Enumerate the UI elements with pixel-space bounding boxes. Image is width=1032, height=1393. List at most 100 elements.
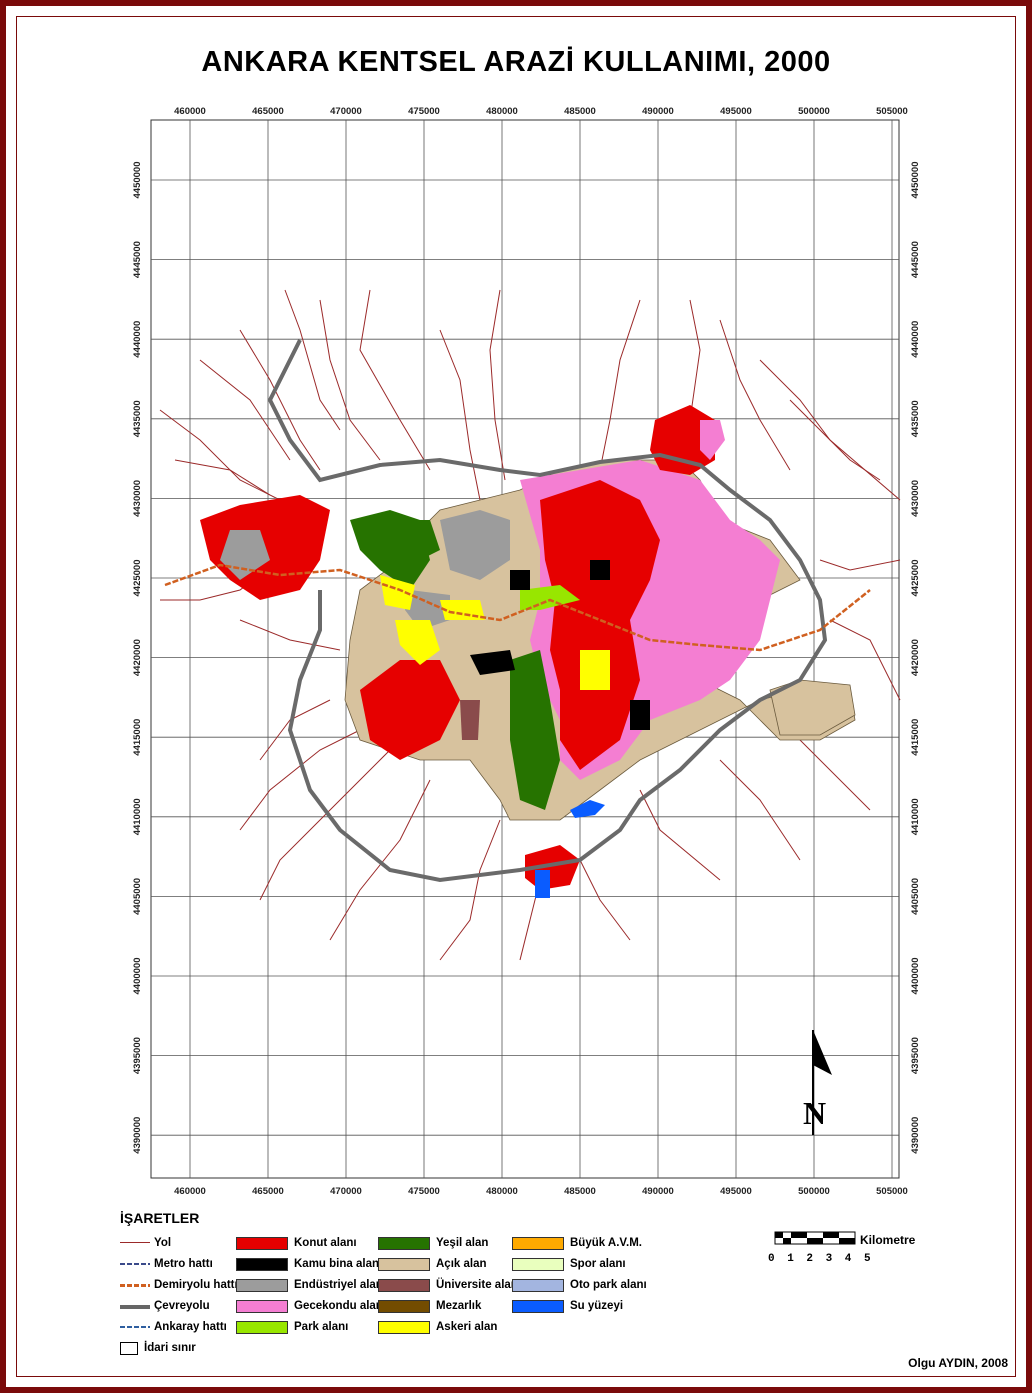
legend-swatch-label: Konut alanı	[294, 1237, 357, 1249]
x-tick-label: 460000	[174, 106, 206, 117]
y-tick-label: 4420000	[132, 639, 143, 676]
legend-swatch-item: Endüstriyel alan	[236, 1276, 383, 1294]
legend-swatch	[378, 1257, 430, 1271]
askeri-alan	[380, 575, 415, 610]
road	[199, 359, 291, 461]
y-tick-label: 4435000	[132, 400, 143, 437]
su-yuzeyi	[535, 870, 550, 898]
legend-swatch-label: Park alanı	[294, 1321, 349, 1333]
legend-line-label: Demiryolu hattı	[154, 1279, 238, 1291]
legend-swatch-label: Askeri alan	[436, 1321, 498, 1333]
x-tick-label: 485000	[564, 1186, 596, 1197]
x-tick-label: 470000	[330, 1186, 362, 1197]
legend-swatch-label: Üniversite alanı	[436, 1279, 522, 1291]
y-tick-label: 4410000	[910, 798, 921, 835]
scale-bar	[774, 1231, 856, 1245]
x-tick-label: 480000	[486, 1186, 518, 1197]
askeri-alan	[395, 620, 440, 665]
road	[439, 819, 501, 961]
x-tick-label: 475000	[408, 1186, 440, 1197]
road	[489, 289, 506, 481]
x-tick-label: 470000	[330, 106, 362, 117]
legend-swatch	[378, 1278, 430, 1292]
legend-swatch-item: Mezarlık	[378, 1297, 481, 1315]
legend-line-item: Çevreyolu	[120, 1297, 210, 1315]
road	[329, 779, 431, 941]
legend-swatch-item: Su yüzeyi	[512, 1297, 623, 1315]
legend-swatch	[378, 1236, 430, 1250]
legend-swatch-item: Oto park alanı	[512, 1276, 647, 1294]
y-tick-label: 4395000	[910, 1037, 921, 1074]
legend-line-item: Yol	[120, 1234, 171, 1252]
legend-swatch	[512, 1278, 564, 1292]
endustriyel-alan	[440, 510, 510, 580]
y-tick-label: 4425000	[910, 560, 921, 597]
y-ticks-right: 4450000 4445000 4440000 4435000 4430000 44250…	[910, 162, 921, 1154]
y-tick-label: 4390000	[910, 1117, 921, 1154]
legend-swatch	[378, 1320, 430, 1334]
y-tick-label: 4395000	[132, 1037, 143, 1074]
x-ticks-bottom: 460000 465000 470000 475000 480000 485000 4900…	[174, 1186, 908, 1197]
y-tick-label: 4425000	[132, 560, 143, 597]
legend-swatch-label: Spor alanı	[570, 1258, 626, 1270]
legend-swatch	[236, 1236, 288, 1250]
y-tick-label: 4415000	[132, 719, 143, 756]
legend-line-symbol	[120, 1278, 150, 1292]
x-tick-label: 465000	[252, 1186, 284, 1197]
legend-swatch-item: Konut alanı	[236, 1234, 357, 1252]
legend-swatch-item: Büyük A.V.M.	[512, 1234, 642, 1252]
y-tick-label: 4400000	[910, 958, 921, 995]
x-tick-label: 460000	[174, 1186, 206, 1197]
y-tick-label: 4450000	[910, 162, 921, 199]
road	[599, 299, 641, 471]
x-tick-label: 500000	[798, 106, 830, 117]
legend-swatch-label: Yeşil alan	[436, 1237, 489, 1249]
legend-swatch-label: Endüstriyel alan	[294, 1279, 383, 1291]
askeri-alan	[580, 650, 610, 690]
x-tick-label: 475000	[408, 106, 440, 117]
legend-line-label: Çevreyolu	[154, 1300, 210, 1312]
legend-swatch	[236, 1320, 288, 1334]
legend-line-item: İdari sınır	[120, 1339, 196, 1357]
road	[719, 759, 801, 861]
road	[259, 739, 401, 901]
road	[159, 409, 281, 501]
legend-swatch-item: Açık alan	[378, 1255, 487, 1273]
x-tick-label: 505000	[876, 106, 908, 117]
y-tick-label: 4420000	[910, 639, 921, 676]
legend-line-label: İdari sınır	[144, 1342, 196, 1354]
legend-swatch	[236, 1299, 288, 1313]
legend-swatch-label: Kamu bina alanı	[294, 1258, 383, 1270]
x-tick-label: 490000	[642, 106, 674, 117]
legend-swatch-item: Kamu bina alanı	[236, 1255, 382, 1273]
legend-line-label: Ankaray hattı	[154, 1321, 227, 1333]
road	[284, 289, 341, 431]
road	[439, 329, 481, 501]
author-credit: Olgu AYDIN, 2008	[908, 1356, 1008, 1370]
legend-swatch	[512, 1257, 564, 1271]
yesil-alan	[400, 520, 440, 560]
legend-swatch-item: Gecekondu alanı	[236, 1297, 386, 1315]
legend-swatch-label: Açık alan	[436, 1258, 487, 1270]
railway	[164, 563, 871, 652]
su-yuzeyi	[570, 800, 605, 818]
legend-swatch-item: Park alanı	[236, 1318, 348, 1336]
endustriyel-alan	[220, 530, 270, 580]
legend-swatch	[378, 1299, 430, 1313]
x-tick-label: 490000	[642, 1186, 674, 1197]
gecekondu-alani	[700, 420, 725, 460]
universite-alani	[460, 700, 480, 740]
scale-numbers: 0 1 2 3 4 5	[768, 1253, 874, 1265]
road	[719, 319, 791, 471]
legend-line-item: Demiryolu hattı	[120, 1276, 238, 1294]
konut-alani	[360, 660, 460, 760]
y-tick-label: 4430000	[132, 480, 143, 517]
y-ticks-left: 4450000 4445000 4440000 4435000 4430000 44250…	[132, 162, 143, 1154]
y-tick-label: 4400000	[132, 958, 143, 995]
road	[319, 299, 381, 461]
y-tick-label: 4440000	[910, 321, 921, 358]
north-label: N	[803, 1095, 827, 1131]
y-tick-label: 4440000	[132, 321, 143, 358]
y-tick-label: 4415000	[910, 719, 921, 756]
